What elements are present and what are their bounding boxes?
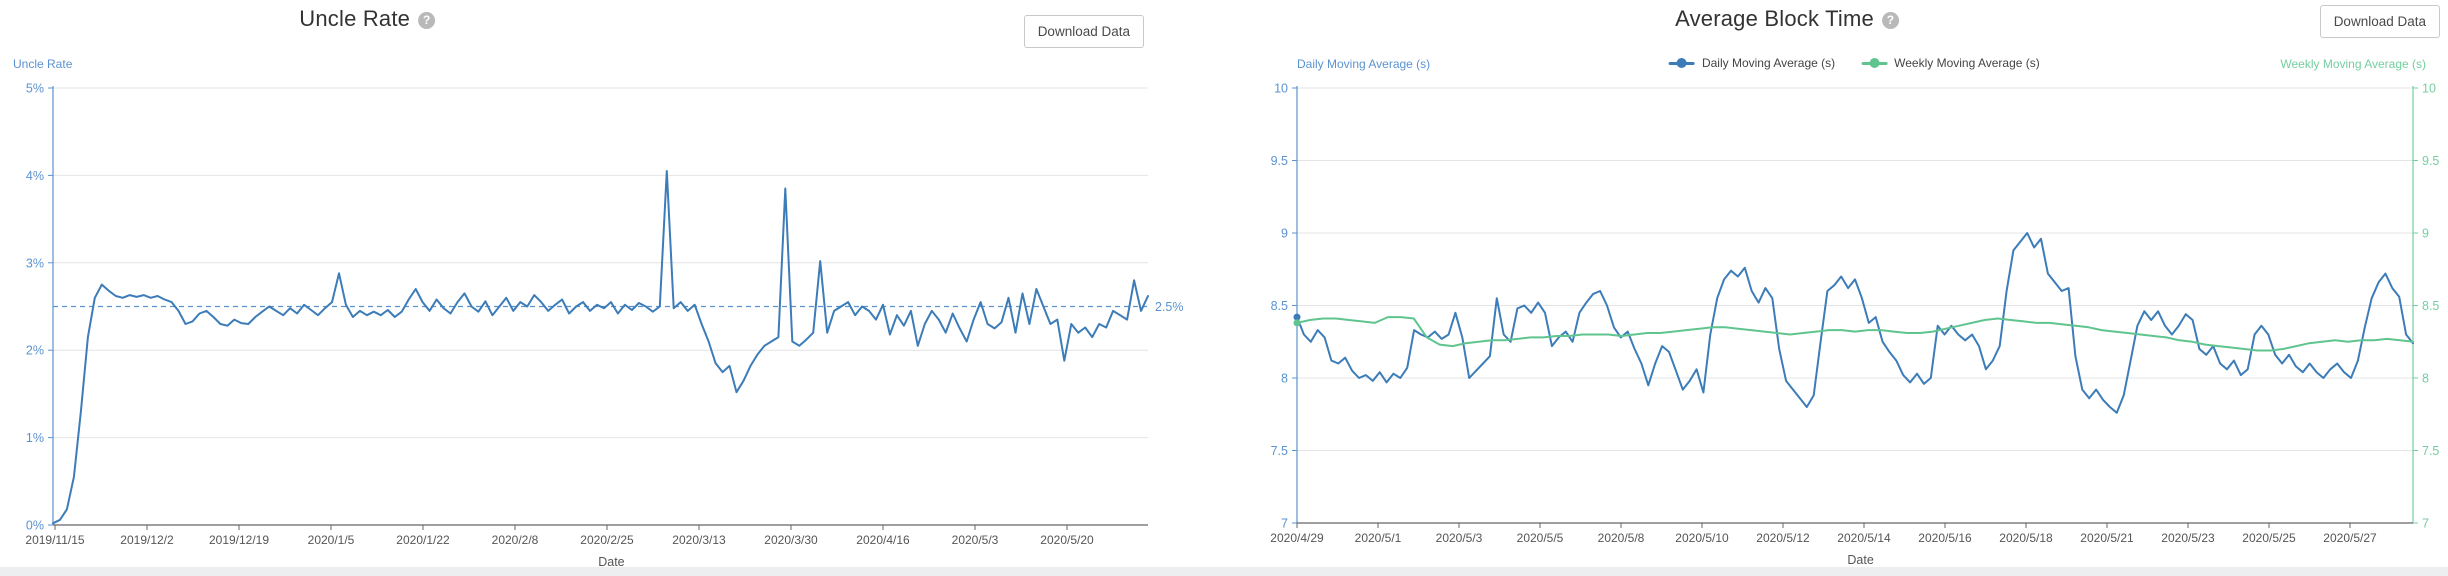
- svg-text:2020/5/18: 2020/5/18: [1999, 531, 2053, 545]
- svg-text:2020/5/25: 2020/5/25: [2242, 531, 2296, 545]
- svg-text:7: 7: [1281, 517, 1288, 531]
- svg-text:3%: 3%: [26, 256, 44, 270]
- svg-text:9.5: 9.5: [2422, 154, 2439, 168]
- svg-text:2020/4/16: 2020/4/16: [856, 533, 910, 547]
- svg-text:8: 8: [2422, 372, 2429, 386]
- page-title: Average Block Time: [1675, 6, 1874, 31]
- svg-text:2020/5/12: 2020/5/12: [1756, 531, 1810, 545]
- svg-text:10: 10: [2422, 82, 2436, 96]
- svg-text:4%: 4%: [26, 169, 44, 183]
- svg-text:Date: Date: [598, 555, 624, 569]
- svg-text:2%: 2%: [26, 344, 44, 358]
- y-axis-name-right: Weekly Moving Average (s): [2280, 57, 2426, 71]
- legend-marker-weekly-icon: [1861, 58, 1888, 68]
- block-time-title-wrap: Average Block Time ?: [1675, 6, 1899, 32]
- svg-text:2020/5/8: 2020/5/8: [1598, 531, 1645, 545]
- uncle-rate-title-wrap: Uncle Rate ?: [299, 6, 436, 32]
- page-title: Uncle Rate: [299, 6, 411, 31]
- svg-text:2019/12/2: 2019/12/2: [120, 533, 174, 547]
- legend-marker-daily-icon: [1668, 58, 1695, 68]
- svg-text:2020/5/5: 2020/5/5: [1517, 531, 1564, 545]
- help-icon[interactable]: ?: [1881, 11, 1899, 29]
- svg-text:1%: 1%: [26, 431, 44, 445]
- svg-text:9: 9: [2422, 227, 2429, 241]
- svg-text:7: 7: [2422, 517, 2429, 531]
- help-icon[interactable]: ?: [418, 11, 436, 29]
- svg-text:2020/5/27: 2020/5/27: [2323, 531, 2377, 545]
- legend-item-weekly[interactable]: Weekly Moving Average (s): [1861, 56, 2040, 70]
- average-block-time-chart[interactable]: 7 7 7.5 7.5 8 8 8.5 8.5 9 9 9.5 9.5 10 10 2020/4/29 202…: [1224, 0, 2448, 576]
- legend-label-daily: Daily Moving Average (s): [1701, 56, 1836, 70]
- svg-text:8: 8: [1281, 372, 1288, 386]
- svg-text:2020/5/21: 2020/5/21: [2080, 531, 2134, 545]
- svg-text:2020/2/25: 2020/2/25: [580, 533, 634, 547]
- svg-text:2020/1/5: 2020/1/5: [308, 533, 355, 547]
- svg-text:9: 9: [1281, 227, 1288, 241]
- svg-text:5%: 5%: [26, 82, 44, 96]
- svg-text:2020/5/23: 2020/5/23: [2161, 531, 2215, 545]
- svg-text:2020/5/10: 2020/5/10: [1675, 531, 1729, 545]
- svg-text:2020/1/22: 2020/1/22: [396, 533, 450, 547]
- svg-text:2020/3/30: 2020/3/30: [764, 533, 818, 547]
- svg-text:2019/11/15: 2019/11/15: [25, 533, 84, 547]
- download-data-button[interactable]: Download Data: [2319, 5, 2440, 38]
- svg-text:2020/3/13: 2020/3/13: [672, 533, 726, 547]
- svg-text:7.5: 7.5: [2422, 444, 2439, 458]
- svg-text:2020/5/14: 2020/5/14: [1837, 531, 1891, 545]
- svg-text:8.5: 8.5: [2422, 299, 2439, 313]
- y-axis-name-left: Daily Moving Average (s): [1297, 57, 1431, 71]
- legend-item-daily[interactable]: Daily Moving Average (s): [1668, 56, 1836, 70]
- svg-text:Date: Date: [1847, 553, 1873, 567]
- svg-text:2020/5/1: 2020/5/1: [1355, 531, 1402, 545]
- svg-text:8.5: 8.5: [1271, 299, 1288, 313]
- average-block-time-card: Average Block Time ? Download Data Daily…: [1224, 0, 2448, 567]
- svg-text:2020/5/16: 2020/5/16: [1918, 531, 1972, 545]
- uncle-rate-card: Uncle Rate ? Download Data Uncle Rate 0%…: [0, 0, 1224, 569]
- svg-text:9.5: 9.5: [1271, 154, 1288, 168]
- svg-text:2020/2/8: 2020/2/8: [492, 533, 539, 547]
- svg-text:2.5%: 2.5%: [1155, 300, 1184, 314]
- download-data-button[interactable]: Download Data: [1023, 15, 1144, 48]
- svg-text:2019/12/19: 2019/12/19: [209, 533, 269, 547]
- svg-text:2020/5/20: 2020/5/20: [1040, 533, 1094, 547]
- legend-label-weekly: Weekly Moving Average (s): [1894, 56, 2040, 70]
- svg-text:7.5: 7.5: [1271, 444, 1288, 458]
- legend: Daily Moving Average (s) Weekly Moving A…: [1668, 56, 2040, 70]
- uncle-rate-chart[interactable]: 0% 1% 2% 3% 4% 5% 2019/11/15 2019/12/2 2019/12/1…: [0, 0, 1224, 576]
- svg-text:10: 10: [1274, 82, 1288, 96]
- svg-text:2020/5/3: 2020/5/3: [1436, 531, 1483, 545]
- svg-text:2020/5/3: 2020/5/3: [952, 533, 999, 547]
- svg-text:2020/4/29: 2020/4/29: [1270, 531, 1324, 545]
- y-axis-name: Uncle Rate: [13, 57, 73, 71]
- svg-text:0%: 0%: [26, 519, 44, 533]
